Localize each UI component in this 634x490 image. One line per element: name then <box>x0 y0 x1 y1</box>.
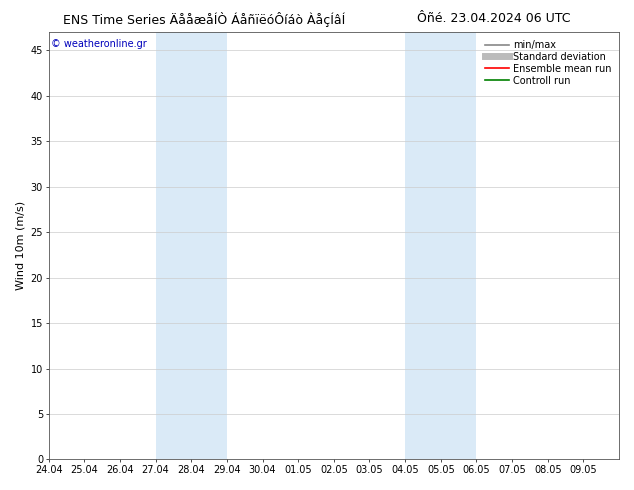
Text: ENS Time Series ÄååæåÍÒ ÁåñïëóÔíáò ÀåçÍâÍ: ENS Time Series ÄååæåÍÒ ÁåñïëóÔíáò ÀåçÍâ… <box>63 12 346 27</box>
Text: © weatheronline.gr: © weatheronline.gr <box>51 39 147 49</box>
Legend: min/max, Standard deviation, Ensemble mean run, Controll run: min/max, Standard deviation, Ensemble me… <box>482 37 614 89</box>
Bar <box>155 32 227 460</box>
Bar <box>405 32 476 460</box>
Text: Ôñé. 23.04.2024 06 UTC: Ôñé. 23.04.2024 06 UTC <box>417 12 571 25</box>
Y-axis label: Wind 10m (m/s): Wind 10m (m/s) <box>15 201 25 291</box>
